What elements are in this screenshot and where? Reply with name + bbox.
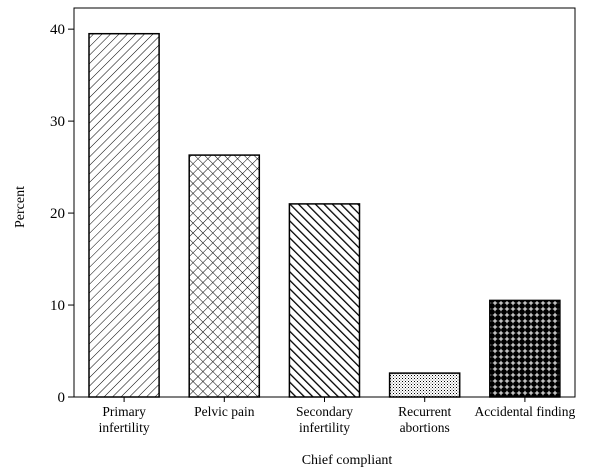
x-category-label-2: Secondary infertility <box>296 404 353 435</box>
y-tick-label-3: 30 <box>50 114 65 130</box>
x-axis-title: Chief compliant <box>302 453 393 468</box>
bar-2 <box>288 203 361 398</box>
x-category-label-0: Primary infertility <box>99 404 150 435</box>
x-category-line: infertility <box>299 420 350 435</box>
y-tick-label-0: 0 <box>58 390 66 406</box>
y-axis-title: Percent <box>13 186 28 228</box>
y-tick-label-4: 40 <box>50 22 65 38</box>
x-category-line: abortions <box>400 420 450 435</box>
y-tick-label-2: 20 <box>50 206 65 222</box>
bar-0 <box>88 32 160 398</box>
bars-group <box>88 32 561 398</box>
x-category-line: Recurrent <box>398 404 451 419</box>
bar-3 <box>388 372 461 398</box>
x-category-line: Accidental finding <box>474 404 575 419</box>
x-category-label-1: Pelvic pain <box>194 404 255 419</box>
x-category-line: Primary <box>102 404 146 419</box>
x-category-line: Pelvic pain <box>194 404 255 419</box>
x-category-label-4: Accidental finding <box>474 404 575 419</box>
bar-1 <box>188 154 261 398</box>
y-tick-label-1: 10 <box>50 298 65 314</box>
x-category-line: Secondary <box>296 404 353 419</box>
bar-4 <box>489 299 561 398</box>
y-ticks-group: 0 10 20 30 40 <box>50 22 74 406</box>
x-category-line: infertility <box>99 420 150 435</box>
x-category-label-3: Recurrent abortions <box>398 404 451 435</box>
